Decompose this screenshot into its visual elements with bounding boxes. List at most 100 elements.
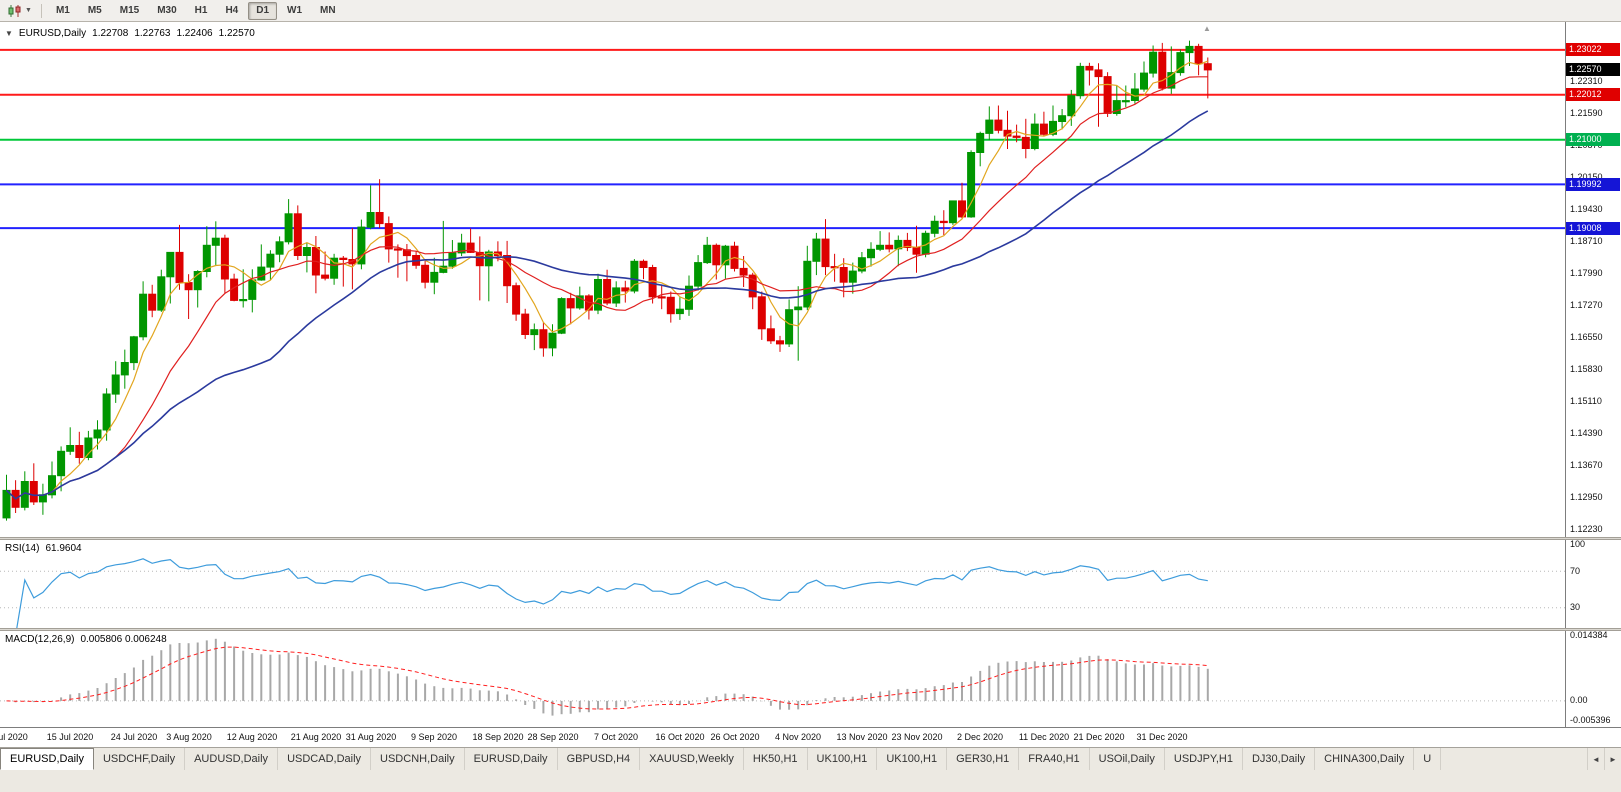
date-axis-label: 21 Aug 2020 [290, 732, 342, 742]
rsi-label: RSI(14) 61.9604 [5, 543, 82, 554]
date-axis-label: 7 Oct 2020 [593, 732, 639, 742]
chart-tab-hk50-h1[interactable]: HK50,H1 [744, 748, 808, 770]
ohlc-close: 1.22570 [218, 28, 255, 39]
date-axis-label: 16 Oct 2020 [655, 732, 705, 742]
price-axis-label: 1.12950 [1570, 491, 1603, 502]
chart-tab-xauusd-weekly[interactable]: XAUUSD,Weekly [640, 748, 744, 770]
price-level-badge: 1.21000 [1566, 133, 1620, 147]
chart-tab-ger30-h1[interactable]: GER30,H1 [947, 748, 1020, 770]
macd-axis-label: -0.005396 [1570, 715, 1611, 725]
timeframe-button-m15[interactable]: M15 [119, 4, 140, 16]
ma-fast-line [6, 60, 1209, 500]
main-price-chart[interactable]: ▼ EURUSD,Daily 1.22708 1.22763 1.22406 1… [0, 22, 1621, 537]
date-axis-label: 23 Nov 2020 [891, 732, 943, 742]
macd-axis-label: 0.00 [1570, 695, 1588, 706]
date-axis-label: 31 Dec 2020 [1136, 732, 1188, 742]
window-bottom-strip [0, 770, 1621, 792]
toolbar-separator [40, 3, 42, 18]
timeframe-button-mn[interactable]: MN [320, 4, 336, 16]
macd-axis[interactable]: 0.014384 0.00 -0.005396 [1565, 631, 1621, 727]
rsi-axis[interactable]: 100 70 30 [1565, 540, 1621, 628]
rsi-indicator-panel[interactable]: RSI(14) 61.9604 100 70 30 [0, 540, 1621, 628]
ma-slow-line [5, 110, 1209, 500]
date-axis-label: 11 Dec 2020 [1018, 732, 1070, 742]
date-axis-label: 12 Aug 2020 [226, 732, 278, 742]
price-axis-label: 1.15830 [1570, 363, 1603, 374]
chart-tab-dj30-daily[interactable]: DJ30,Daily [1243, 748, 1316, 770]
date-axis-label: 28 Sep 2020 [527, 732, 579, 742]
one-click-trading-arrow-icon[interactable]: ▼ [5, 29, 13, 38]
candles [2, 40, 1212, 521]
chart-type-button[interactable]: ▼ [4, 3, 36, 19]
price-axis-label: 1.17270 [1570, 299, 1603, 310]
date-axis-label: 24 Jul 2020 [110, 732, 158, 742]
date-axis-label: 26 Oct 2020 [710, 732, 760, 742]
chart-tab-fra40-h1[interactable]: FRA40,H1 [1019, 748, 1090, 770]
date-axis-label: 9 Sep 2020 [410, 732, 458, 742]
rsi-axis-label: 100 [1570, 540, 1586, 549]
ma-medium-line [6, 76, 1208, 500]
macd-indicator-panel[interactable]: MACD(12,26,9) 0.005806 0.006248 0.014384 0… [0, 631, 1621, 727]
price-axis-label: 1.21590 [1570, 107, 1603, 118]
chart-tab-bar: EURUSD,Daily USDCHF,Daily AUDUSD,Daily USDC… [0, 747, 1621, 770]
chart-tab-gbpusd-h4[interactable]: GBPUSD,H4 [558, 748, 641, 770]
timeframe-button-m5[interactable]: M5 [87, 4, 102, 16]
tab-scroll-controls: ◄ ► [1587, 748, 1621, 770]
chart-tab-usdchf-daily[interactable]: USDCHF,Daily [94, 748, 186, 770]
date-axis[interactable]: 6 Jul 2020 15 Jul 2020 24 Jul 2020 3 Aug 20… [0, 727, 1621, 747]
date-axis-label: 31 Aug 2020 [345, 732, 397, 742]
price-axis-label: 1.17990 [1570, 267, 1603, 278]
chart-tab-usoil-daily[interactable]: USOil,Daily [1090, 748, 1165, 770]
timeframe-button-m1[interactable]: M1 [55, 4, 70, 16]
chart-symbol-period: EURUSD,Daily [18, 28, 87, 39]
price-level-badge: 1.19992 [1566, 177, 1620, 191]
ohlc-open: 1.22708 [92, 28, 129, 39]
timeframe-button-w1[interactable]: W1 [287, 4, 303, 16]
date-axis-label: 4 Nov 2020 [774, 732, 822, 742]
ohlc-high: 1.22763 [134, 28, 171, 39]
chart-tab-usdjpy-h1[interactable]: USDJPY,H1 [1165, 748, 1243, 770]
tab-scroll-right-icon[interactable]: ► [1604, 748, 1621, 770]
chart-tab-eurusd-daily[interactable]: EURUSD,Daily [0, 748, 94, 770]
tab-scroll-left-icon[interactable]: ◄ [1587, 748, 1604, 770]
timeframe-toolbar: ▼ M1 M5 M15 M30 H1 H4 D1 W1 MN [0, 0, 1621, 22]
rsi-axis-label: 70 [1570, 565, 1581, 576]
panel-divider[interactable] [0, 628, 1621, 631]
price-axis-label: 1.16550 [1570, 331, 1603, 342]
timeframe-button-h1[interactable]: H1 [194, 4, 208, 16]
chart-tab-eurusd-daily[interactable]: EURUSD,Daily [465, 748, 558, 770]
date-axis-label: 6 Jul 2020 [0, 732, 28, 742]
price-axis-label: 1.18710 [1570, 235, 1603, 246]
macd-axis-label: 0.014384 [1570, 631, 1608, 640]
panel-divider[interactable] [0, 537, 1621, 540]
chart-tab-usdcad-daily[interactable]: USDCAD,Daily [278, 748, 372, 770]
chart-shift-marker[interactable]: ▲ [1203, 24, 1211, 33]
price-axis[interactable]: 1.223101.215901.208701.201501.194301.187… [1565, 22, 1621, 537]
rsi-axis-label: 30 [1570, 602, 1581, 613]
timeframe-button-d1[interactable]: D1 [248, 1, 278, 20]
chart-tab-u[interactable]: U [1414, 748, 1442, 770]
price-level-badge: 1.19008 [1566, 221, 1620, 235]
date-axis-label: 3 Aug 2020 [166, 732, 212, 742]
macd-label: MACD(12,26,9) 0.005806 0.006248 [5, 634, 167, 645]
price-axis-label: 1.22310 [1570, 75, 1603, 86]
macd-signal-line [6, 646, 1208, 710]
chart-tab-china300-daily[interactable]: CHINA300,Daily [1315, 748, 1415, 770]
chart-tab-usdcnh-daily[interactable]: USDCNH,Daily [371, 748, 465, 770]
price-level-badge: 1.22570 [1566, 63, 1620, 77]
price-axis-label: 1.14390 [1570, 427, 1603, 438]
price-axis-label: 1.19430 [1570, 203, 1603, 214]
macd-histogram [14, 638, 1209, 716]
candlestick-chart-icon [8, 4, 21, 17]
price-axis-label: 1.13670 [1570, 459, 1603, 470]
ohlc-low: 1.22406 [176, 28, 213, 39]
chart-tab-uk100-h1[interactable]: UK100,H1 [877, 748, 948, 770]
timeframe-button-h4[interactable]: H4 [225, 4, 239, 16]
chart-tab-audusd-daily[interactable]: AUDUSD,Daily [185, 748, 279, 770]
chart-tab-uk100-h1[interactable]: UK100,H1 [808, 748, 878, 770]
date-axis-label: 15 Jul 2020 [46, 732, 94, 742]
price-axis-label: 1.20150 [1570, 171, 1603, 182]
timeframe-button-m30[interactable]: M30 [157, 4, 177, 16]
price-axis-label: 1.12230 [1570, 523, 1603, 534]
